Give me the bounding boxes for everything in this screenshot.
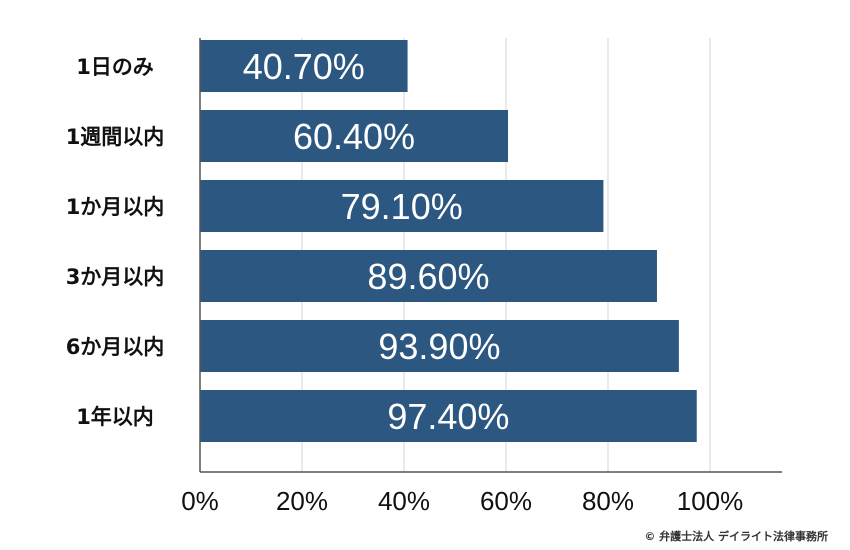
bar-value-label: 97.40% [387,396,509,437]
bar [200,250,657,302]
bar [200,320,679,372]
x-tick-label: 60% [480,486,532,516]
category-label: 1週間以内 [66,125,165,149]
bar [200,390,697,442]
category-label: 3か月以内 [66,265,165,289]
category-label: 1か月以内 [66,195,165,219]
bar-value-label: 60.40% [293,116,415,157]
x-tick-label: 100% [677,486,744,516]
category-label: 1年以内 [76,405,154,429]
bar-value-label: 40.70% [243,46,365,87]
x-tick-label: 20% [276,486,328,516]
bars: 40.70% 60.40% 79.10% 89.60% 93.90% 97.40% [200,40,697,442]
category-labels: 1日のみ 1週間以内 1か月以内 3か月以内 6か月以内 1年以内 [66,55,165,429]
x-axis-ticks: 0% 20% 40% 60% 80% 100% [181,486,743,516]
category-label: 1日のみ [76,55,154,79]
bar [200,180,604,232]
axes [199,38,782,473]
copyright-notice: © 弁護士法人 デイライト法律事務所 [644,530,828,543]
bar [200,40,408,92]
x-tick-label: 80% [582,486,634,516]
category-label: 6か月以内 [66,335,165,359]
bar-value-label: 89.60% [367,256,489,297]
bar-value-label: 79.10% [341,186,463,227]
x-tick-label: 40% [378,486,430,516]
x-tick-label: 0% [181,486,219,516]
bar [200,110,509,162]
bar-value-label: 93.90% [378,326,500,367]
